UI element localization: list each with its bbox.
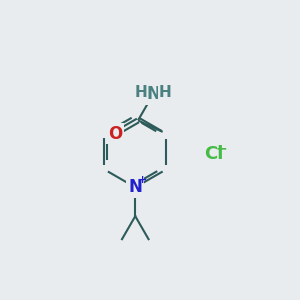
Text: Cl: Cl bbox=[204, 145, 224, 163]
Text: H: H bbox=[135, 85, 147, 100]
Text: N: N bbox=[146, 85, 160, 103]
Text: −: − bbox=[216, 141, 227, 155]
Text: +: + bbox=[138, 175, 148, 185]
Text: N: N bbox=[128, 178, 142, 196]
Text: H: H bbox=[159, 85, 171, 100]
Text: O: O bbox=[108, 125, 122, 143]
